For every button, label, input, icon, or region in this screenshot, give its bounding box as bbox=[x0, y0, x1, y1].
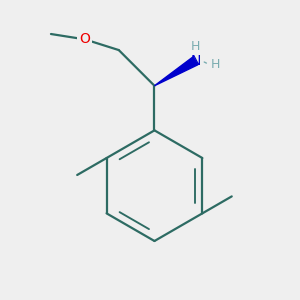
Text: N: N bbox=[190, 54, 201, 68]
Text: H: H bbox=[210, 58, 220, 71]
Polygon shape bbox=[154, 57, 198, 86]
Text: H: H bbox=[191, 40, 200, 53]
Text: O: O bbox=[80, 32, 90, 46]
